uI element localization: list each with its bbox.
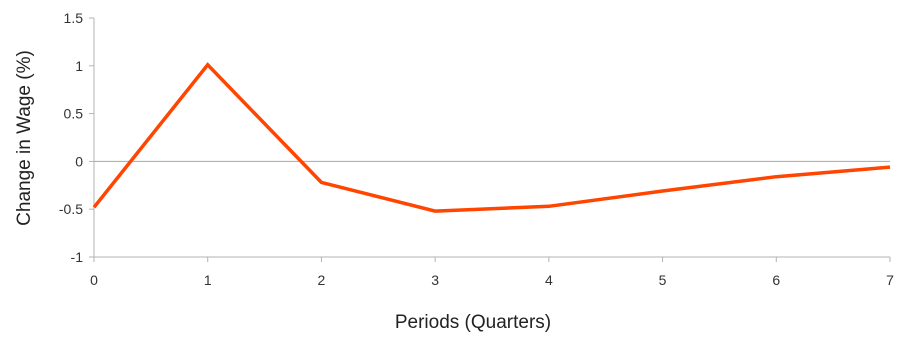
y-tick-label: 1 [75,58,83,74]
x-tick-label: 0 [90,272,98,288]
axes [90,18,890,261]
x-tick-label: 5 [659,272,667,288]
series-line [92,62,891,213]
y-tick-label: 0 [75,153,83,169]
x-axis-ticks: 0 1 2 3 4 5 6 7 [90,257,894,288]
y-axis-ticks: 1.5 1 0.5 0 -0.5 -1 [59,10,94,265]
x-tick-label: 4 [545,272,553,288]
x-tick-label: 3 [431,272,439,288]
y-axis-title: Change in Wage (%) [14,50,35,226]
x-tick-label: 1 [204,272,212,288]
x-axis-title: Periods (Quarters) [395,312,551,333]
x-tick-label: 7 [886,272,894,288]
series-group [92,62,891,213]
y-tick-label: 0.5 [64,106,84,122]
y-tick-label: -1 [71,249,84,265]
x-tick-label: 6 [772,272,780,288]
y-tick-label: -0.5 [59,201,83,217]
y-tick-label: 1.5 [64,10,84,26]
x-tick-label: 2 [318,272,326,288]
